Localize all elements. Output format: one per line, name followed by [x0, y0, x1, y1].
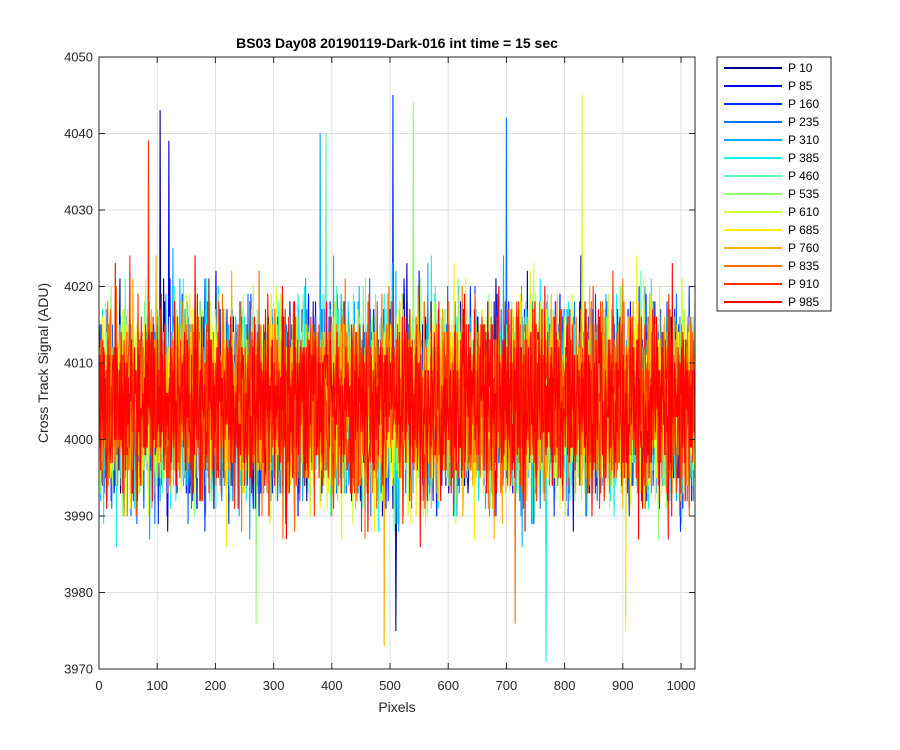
y-tick-label: 3990: [64, 509, 93, 524]
legend-entry-label: P 10: [788, 61, 813, 75]
y-tick-label: 4050: [64, 50, 93, 65]
x-tick-label: 1000: [667, 678, 696, 693]
legend-entry-label: P 985: [788, 295, 819, 309]
plot-area: 0 100 200 300 400 500 600 700 800 900 1000 3970 3980…: [64, 50, 696, 694]
legend-entry-label: P 85: [788, 79, 813, 93]
x-tick-label: 200: [205, 678, 227, 693]
y-tick-label: 3970: [64, 662, 93, 677]
chart-title: BS03 Day08 20190119-Dark-016 int time = …: [236, 35, 558, 51]
y-tick-label: 4020: [64, 279, 93, 294]
legend-entry-label: P 610: [788, 205, 819, 219]
legend-box: [716, 56, 832, 312]
x-tick-label: 0: [95, 678, 102, 693]
legend-entry-label: P 160: [788, 97, 819, 111]
x-tick-label: 100: [146, 678, 168, 693]
series-layer: [99, 94, 696, 662]
y-tick-label: 3980: [64, 585, 93, 600]
legend-entry-label: P 835: [788, 259, 819, 273]
legend: P 10 P 85 P 160 P 235 P 310 P 385 P 460 P 535 P …: [716, 56, 832, 312]
x-tick-label: 500: [379, 678, 401, 693]
x-tick-label: 700: [496, 678, 518, 693]
series-line: [99, 255, 696, 548]
legend-entry-label: P 760: [788, 241, 819, 255]
y-axis-label: Cross Track Signal (ADU): [35, 283, 51, 443]
legend-entry-label: P 910: [788, 277, 819, 291]
legend-entry-label: P 310: [788, 133, 819, 147]
x-tick-label: 800: [554, 678, 576, 693]
y-tick-label: 4010: [64, 356, 93, 371]
axis-ticks: 0 100 200 300 400 500 600 700 800 900 1000 3970 3980…: [64, 50, 695, 694]
y-tick-label: 4030: [64, 203, 93, 218]
legend-entry-label: P 535: [788, 187, 819, 201]
legend-entry-label: P 385: [788, 151, 819, 165]
x-tick-label: 400: [321, 678, 343, 693]
y-tick-label: 4040: [64, 126, 93, 141]
legend-entry-label: P 460: [788, 169, 819, 183]
x-tick-label: 600: [437, 678, 459, 693]
y-tick-label: 4000: [64, 432, 93, 447]
x-tick-label: 900: [612, 678, 634, 693]
legend-entry-label: P 685: [788, 223, 819, 237]
x-tick-label: 300: [263, 678, 285, 693]
x-axis-label: Pixels: [378, 699, 415, 715]
legend-entry-label: P 235: [788, 115, 819, 129]
